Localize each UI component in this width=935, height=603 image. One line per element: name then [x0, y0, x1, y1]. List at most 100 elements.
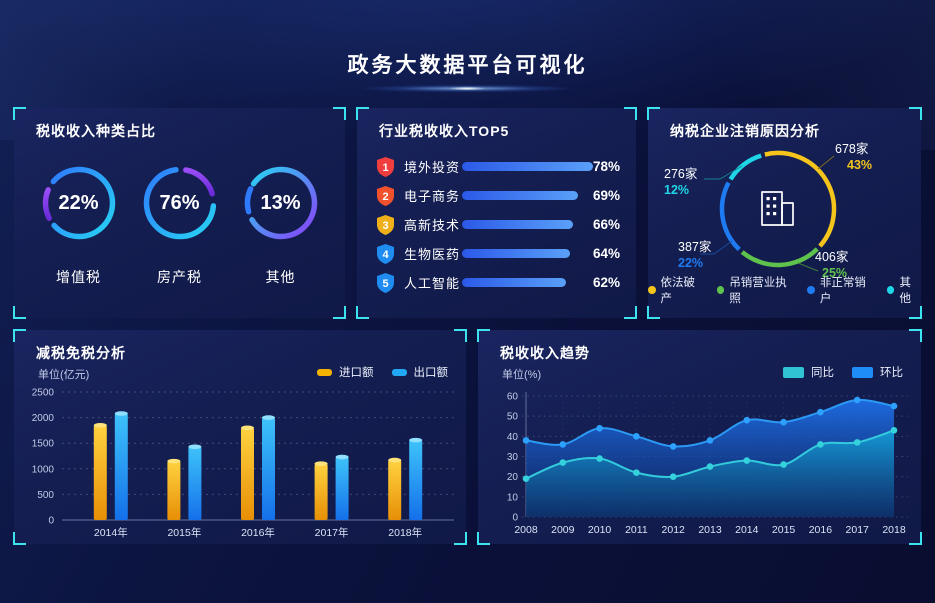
- corner-bracket: [356, 306, 369, 319]
- legend-label: 环比: [880, 367, 903, 379]
- value-bar: [461, 278, 567, 287]
- ring-label-feizhengchang: 387家 22%: [678, 239, 711, 271]
- bar-出口额: [409, 440, 423, 520]
- legend-item-diaoxiao[interactable]: 吊销营业执照: [716, 274, 795, 306]
- svg-text:2016: 2016: [809, 524, 833, 536]
- svg-text:3: 3: [382, 220, 388, 232]
- bar-进口额: [388, 460, 402, 520]
- svg-text:5: 5: [382, 278, 388, 290]
- industry-label: 生物医药: [404, 247, 461, 262]
- donut-value: 13%: [260, 191, 301, 214]
- corner-bracket: [13, 329, 26, 342]
- ring-percent: 43%: [847, 158, 873, 172]
- legend-dot: [716, 286, 725, 294]
- svg-text:2009: 2009: [551, 524, 575, 536]
- svg-text:500: 500: [37, 490, 54, 501]
- panel-title-top5: 行业税收收入TOP5: [379, 123, 510, 139]
- top5-row: 3 高新技术 66%: [377, 210, 624, 239]
- bar-出口额: [188, 446, 202, 520]
- corner-bracket: [13, 532, 26, 545]
- svg-text:2014年: 2014年: [94, 526, 128, 539]
- svg-text:0: 0: [48, 516, 54, 527]
- bar-进口额: [93, 425, 107, 520]
- legend-item-yoy[interactable]: 同比: [783, 364, 834, 380]
- legend-dot: [807, 286, 815, 294]
- corner-bracket: [13, 107, 26, 120]
- legend-swatch: [391, 368, 407, 376]
- donut-label: 增值税: [56, 269, 101, 285]
- legend-item-import[interactable]: 进口额: [317, 364, 374, 380]
- donut-ring-chart: [234, 156, 328, 255]
- donut-vat: 22% 增值税: [32, 156, 126, 287]
- bar-出口额: [335, 457, 349, 520]
- donut-label: 房产税: [157, 269, 202, 285]
- svg-text:50: 50: [507, 412, 519, 423]
- svg-text:2011: 2011: [625, 524, 648, 536]
- svg-text:2015年: 2015年: [167, 526, 201, 539]
- corner-bracket: [624, 306, 637, 319]
- legend-item-mom[interactable]: 环比: [852, 364, 903, 380]
- corner-bracket: [477, 329, 490, 342]
- legend-swatch: [783, 366, 804, 378]
- panel-title-deregistration: 纳税企业注销原因分析: [670, 123, 820, 139]
- svg-text:2010: 2010: [588, 524, 612, 536]
- panel-title-tax-reduction: 减税免税分析: [36, 345, 126, 361]
- bar-出口额: [114, 413, 128, 520]
- svg-text:1: 1: [382, 162, 388, 174]
- legend-item-feizhengchang[interactable]: 非正常销户: [807, 274, 874, 306]
- value-bar: [461, 249, 570, 258]
- bar-进口额: [314, 463, 328, 520]
- y-axis-unit: 单位(亿元): [38, 369, 90, 381]
- ring-count: 406家: [815, 250, 849, 264]
- svg-text:4: 4: [382, 249, 389, 261]
- legend-item-yifapochan[interactable]: 依法破产: [648, 274, 704, 306]
- panel-title-tax-trend: 税收收入趋势: [500, 345, 590, 361]
- panel-industry-top5: 行业税收收入TOP5 1 境外投资 78% 2 电子商务 69% 3 高新技术 66% 4 生物医药…: [356, 107, 637, 319]
- percent-value: 64%: [592, 246, 620, 261]
- bar-进口额: [241, 427, 254, 520]
- industry-label: 电子商务: [404, 189, 461, 204]
- bar-track: [461, 191, 593, 200]
- corner-bracket: [356, 107, 369, 120]
- legend-item-export[interactable]: 出口额: [391, 364, 449, 380]
- corner-bracket: [624, 107, 637, 120]
- rank-shield-badge: 4: [377, 243, 394, 264]
- donut-ring-svg: [42, 166, 115, 240]
- legend-item-qita[interactable]: 其他: [886, 274, 921, 306]
- rank-shield-badge: 3: [377, 214, 394, 235]
- grouped-bar-chart: 0 500 1000 1500 2000 2500 2014年 2015年 2016年 2017年…: [14, 330, 466, 549]
- donut-ring-chart: [32, 156, 126, 255]
- building-icon: [761, 191, 794, 226]
- top5-list: 1 境外投资 78% 2 电子商务 69% 3 高新技术 66% 4 生物医药 64% 5 人工智能 62%: [377, 152, 624, 297]
- donut-value: 76%: [159, 191, 200, 214]
- bar-track: [461, 220, 593, 229]
- industry-label: 高新技术: [404, 218, 461, 233]
- percent-value: 78%: [592, 159, 620, 174]
- value-bar: [461, 191, 578, 200]
- corner-bracket: [909, 306, 922, 319]
- ring-label-yifapochan: 678家 43%: [835, 141, 872, 173]
- top5-row: 2 电子商务 69%: [377, 181, 624, 210]
- legend-label: 进口额: [339, 367, 374, 379]
- deregistration-legend: 依法破产 吊销营业执照 非正常销户 其他: [648, 274, 921, 306]
- corner-bracket: [333, 107, 346, 120]
- corner-bracket: [909, 107, 922, 120]
- legend-swatch: [852, 366, 873, 378]
- bar-出口额: [262, 417, 275, 520]
- legend-label: 出口额: [413, 367, 449, 379]
- svg-text:10: 10: [507, 492, 519, 503]
- legend-dot: [648, 286, 656, 294]
- legend-swatch: [317, 368, 332, 376]
- legend-label: 依法破产: [660, 277, 696, 305]
- ring-count: 387家: [678, 240, 712, 254]
- bar-chart-legend: 进口额 出口额: [317, 364, 448, 380]
- donut-ring-chart: [133, 156, 227, 255]
- bar-chart-svg: 0 500 1000 1500 2000 2500 2014年 2015年 2016年 2017年…: [32, 388, 454, 539]
- svg-text:60: 60: [507, 392, 519, 403]
- svg-text:40: 40: [507, 432, 519, 443]
- top5-row: 1 境外投资 78%: [377, 152, 624, 181]
- svg-text:2013: 2013: [698, 524, 722, 536]
- corner-bracket: [454, 532, 467, 545]
- corner-bracket: [909, 532, 922, 545]
- ring-percent: 25%: [822, 266, 848, 280]
